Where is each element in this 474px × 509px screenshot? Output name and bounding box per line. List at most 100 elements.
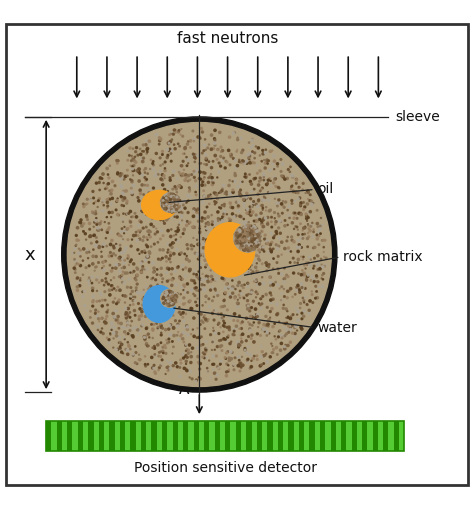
Point [250, 297, 257, 305]
Point [228, 256, 235, 264]
Point [222, 284, 229, 292]
Point [159, 302, 167, 310]
Point [175, 194, 183, 203]
Point [237, 191, 245, 200]
Point [97, 328, 105, 336]
Point [240, 234, 247, 242]
Point [96, 297, 103, 305]
Point [163, 206, 171, 214]
Point [160, 199, 168, 207]
Point [95, 315, 102, 323]
Point [225, 215, 233, 223]
Point [158, 196, 166, 205]
Point [281, 323, 288, 331]
Text: sleeve: sleeve [395, 110, 439, 124]
Point [199, 128, 206, 136]
Point [273, 344, 280, 352]
Point [264, 328, 271, 336]
Bar [78, 421, 83, 451]
Point [163, 290, 170, 298]
Point [170, 299, 177, 307]
Point [208, 211, 216, 219]
Point [74, 260, 82, 268]
Point [303, 212, 310, 220]
Point [198, 248, 206, 256]
Point [241, 224, 248, 232]
Point [120, 263, 128, 271]
Point [173, 205, 180, 213]
Point [202, 345, 210, 353]
Point [168, 300, 175, 308]
Point [210, 176, 217, 184]
Point [161, 199, 169, 207]
Point [110, 334, 118, 343]
Point [280, 285, 288, 293]
Point [313, 277, 320, 286]
Point [246, 247, 253, 255]
Point [240, 218, 247, 227]
Point [164, 297, 172, 305]
Point [209, 181, 216, 189]
Point [136, 165, 143, 173]
Point [228, 355, 235, 363]
Point [168, 207, 176, 215]
Point [139, 237, 146, 245]
Point [308, 272, 316, 280]
Point [238, 237, 246, 245]
Point [94, 203, 101, 211]
Point [167, 359, 174, 367]
Point [161, 204, 168, 212]
Point [169, 293, 177, 301]
Point [175, 303, 183, 312]
Point [198, 341, 205, 349]
Point [208, 174, 216, 182]
Point [236, 239, 243, 247]
Point [244, 231, 252, 239]
Point [155, 255, 162, 263]
Point [230, 213, 238, 221]
Point [297, 220, 304, 228]
Point [213, 194, 221, 202]
Point [234, 238, 241, 246]
Point [225, 146, 232, 154]
Point [174, 201, 182, 209]
Point [228, 337, 235, 346]
Point [301, 269, 308, 277]
Point [286, 259, 294, 267]
Point [188, 375, 196, 383]
Point [183, 217, 191, 225]
Point [161, 199, 168, 207]
Point [318, 261, 325, 269]
Point [253, 226, 260, 234]
Point [127, 290, 135, 298]
Point [252, 174, 259, 182]
Point [236, 212, 244, 220]
Point [166, 196, 174, 204]
Point [273, 228, 280, 236]
Point [254, 290, 261, 298]
Point [131, 153, 139, 161]
Point [191, 205, 198, 213]
Point [166, 291, 174, 299]
Point [151, 230, 159, 238]
Point [247, 239, 255, 247]
Point [175, 126, 183, 134]
Point [163, 193, 170, 201]
Point [255, 181, 263, 189]
Point [180, 300, 187, 308]
Point [243, 244, 251, 252]
Point [227, 246, 235, 254]
Point [191, 284, 199, 292]
Point [182, 264, 190, 272]
Point [316, 222, 324, 230]
Point [170, 323, 177, 331]
Point [300, 271, 308, 279]
Point [173, 200, 181, 208]
Point [186, 341, 193, 349]
Point [165, 300, 173, 308]
Point [278, 290, 285, 298]
Point [247, 334, 255, 343]
Point [220, 233, 228, 241]
Point [248, 287, 255, 295]
Point [250, 222, 257, 230]
